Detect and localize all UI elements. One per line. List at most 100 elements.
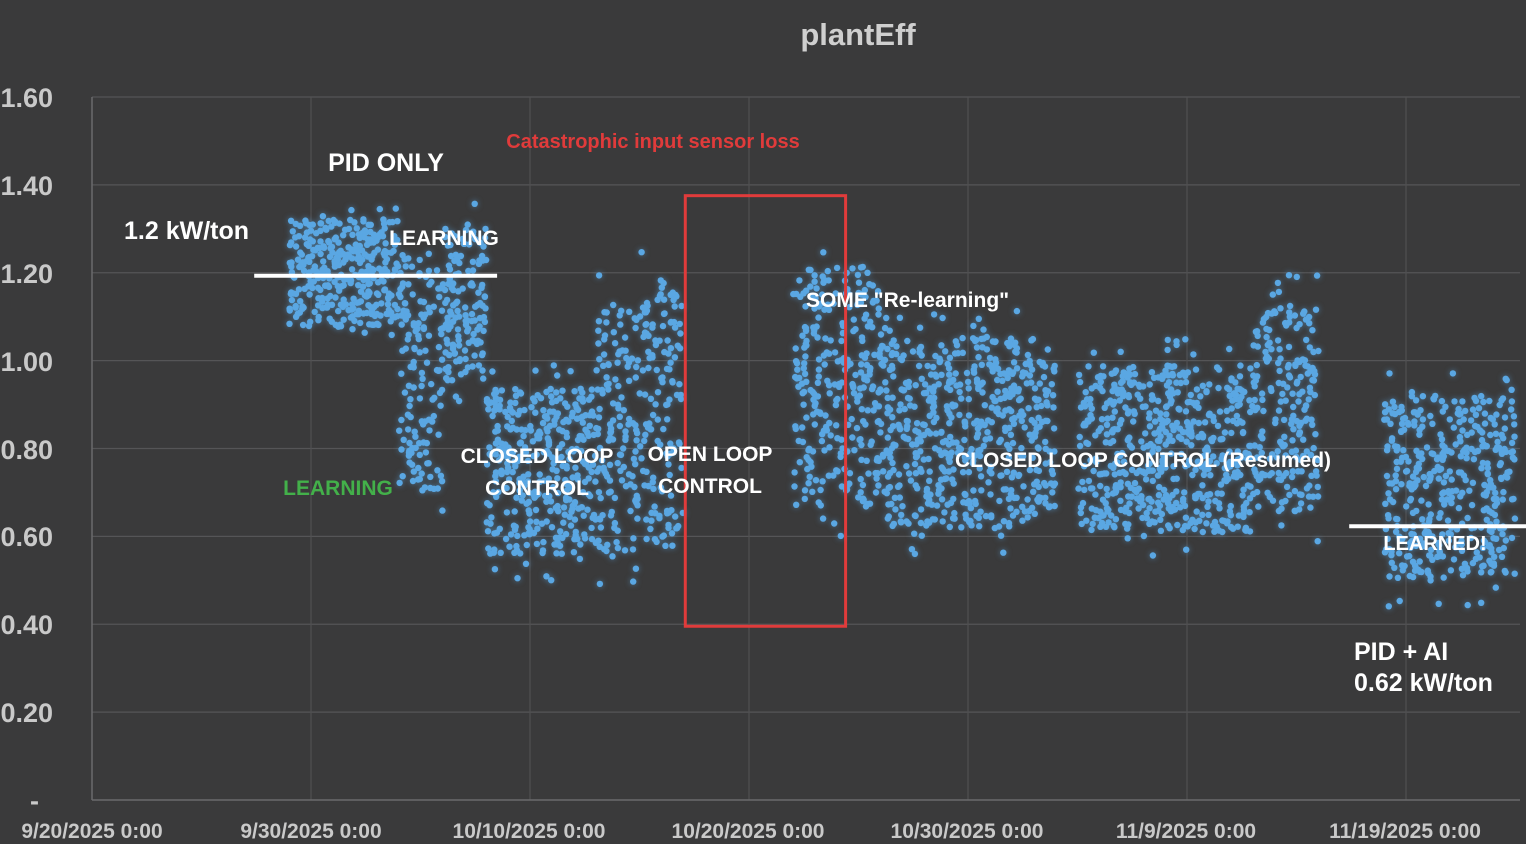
data-point: [1162, 419, 1170, 426]
data-point: [653, 538, 660, 546]
data-point: [945, 455, 952, 462]
data-point: [1015, 472, 1022, 480]
data-point: [854, 398, 861, 405]
data-point: [875, 457, 882, 464]
data-point: [1238, 387, 1246, 394]
data-point: [1487, 476, 1494, 484]
data-point: [1016, 412, 1023, 419]
data-point: [1502, 375, 1509, 382]
data-point: [1226, 392, 1233, 400]
data-point: [1227, 502, 1235, 510]
data-point: [1475, 405, 1483, 412]
data-point: [430, 412, 437, 420]
data-point: [1050, 404, 1057, 411]
data-point: [983, 333, 990, 341]
data-point: [978, 361, 985, 368]
data-point: [1229, 525, 1237, 532]
data-point: [1275, 476, 1282, 483]
data-point: [1394, 516, 1401, 523]
data-point: [328, 318, 335, 325]
data-point: [1392, 486, 1400, 493]
data-point: [1020, 483, 1027, 490]
data-point: [858, 406, 865, 413]
data-point: [1485, 484, 1493, 491]
data-point: [811, 327, 818, 334]
data-point: [1383, 472, 1391, 480]
data-point: [1122, 520, 1129, 528]
data-point: [443, 375, 450, 382]
data-point: [1155, 397, 1162, 405]
data-point: [884, 410, 891, 417]
data-point: [974, 430, 982, 438]
data-point: [533, 518, 540, 525]
data-point: [613, 539, 620, 546]
data-point: [505, 444, 512, 451]
data-point: [487, 520, 494, 527]
data-point: [1259, 470, 1266, 477]
data-point: [1078, 520, 1085, 528]
data-point: [1109, 387, 1116, 395]
data-point: [801, 344, 808, 351]
data-point: [833, 467, 840, 474]
data-point: [582, 426, 589, 433]
data-point: [286, 259, 293, 267]
data-point: [1399, 535, 1406, 542]
data-point: [611, 494, 619, 502]
data-point: [1133, 469, 1140, 477]
data-point: [479, 302, 486, 309]
data-point: [410, 468, 417, 475]
data-point: [1265, 355, 1273, 362]
data-point: [647, 395, 655, 402]
data-point: [861, 375, 868, 383]
data-point: [667, 359, 674, 366]
data-point: [509, 468, 516, 476]
data-point: [597, 524, 605, 531]
data-point: [1031, 385, 1039, 392]
data-point: [498, 453, 505, 460]
data-point: [1381, 409, 1389, 416]
data-point: [448, 230, 455, 237]
data-point: [1116, 469, 1123, 476]
data-point: [804, 465, 811, 473]
data-point: [479, 281, 486, 289]
data-point: [439, 507, 446, 514]
data-point: [802, 353, 809, 360]
data-point: [288, 296, 296, 304]
data-point: [511, 549, 518, 556]
data-point: [1143, 509, 1150, 517]
data-point: [949, 515, 957, 522]
data-point: [1266, 339, 1273, 346]
data-point: [1452, 544, 1459, 551]
data-point: [1000, 518, 1008, 525]
data-point: [1283, 483, 1291, 491]
data-point: [374, 279, 382, 286]
data-point: [1228, 405, 1235, 412]
data-point: [968, 445, 975, 453]
data-point: [1498, 450, 1506, 457]
data-point: [455, 342, 463, 349]
data-point: [550, 484, 557, 491]
data-point: [357, 319, 364, 327]
data-point: [1445, 537, 1453, 544]
data-point: [442, 321, 449, 328]
data-point: [886, 483, 894, 491]
data-point: [596, 580, 604, 588]
data-point: [1138, 438, 1145, 445]
data-point: [1498, 431, 1505, 438]
data-point: [286, 320, 293, 327]
data-point: [965, 385, 972, 392]
data-point: [1275, 407, 1283, 414]
data-point: [1155, 507, 1162, 515]
data-point: [1383, 546, 1390, 553]
data-point: [1007, 490, 1015, 498]
data-point: [938, 485, 945, 492]
data-point: [1046, 459, 1054, 466]
data-point: [1136, 498, 1144, 505]
data-point: [981, 402, 988, 409]
data-point: [491, 566, 499, 573]
data-point: [1051, 448, 1058, 455]
data-point: [1125, 493, 1132, 500]
data-point: [1382, 500, 1389, 507]
data-point: [297, 249, 304, 256]
data-point: [1025, 405, 1032, 412]
